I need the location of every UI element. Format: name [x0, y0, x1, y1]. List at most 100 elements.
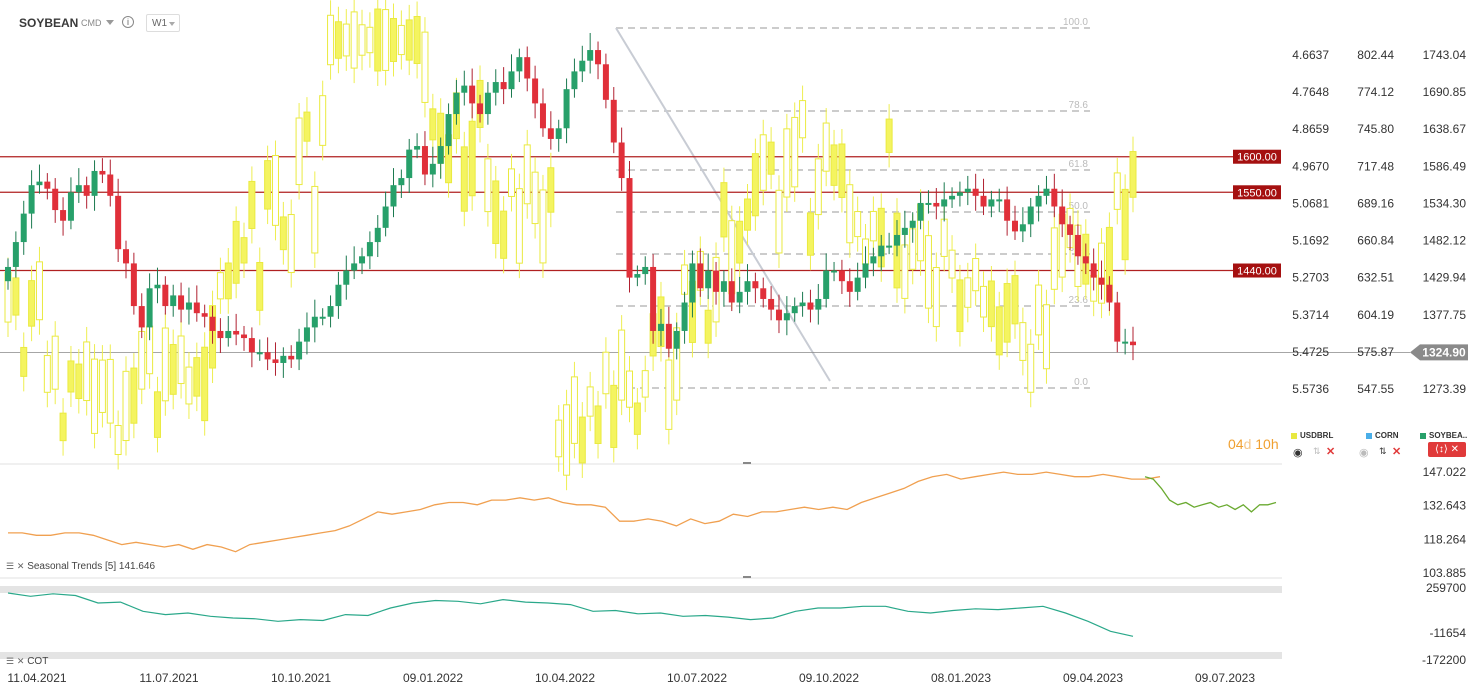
y-axis-tick-label: 1273.39	[1423, 382, 1467, 396]
usdbrl-candle	[995, 306, 1003, 356]
usdbrl-candle	[972, 258, 980, 292]
usdbrl-candle	[382, 9, 390, 71]
usdbrl-candle	[980, 285, 988, 318]
countdown-hours: 10h	[1255, 436, 1279, 452]
usdbrl-candle	[956, 279, 964, 333]
soybean-candle	[665, 323, 672, 349]
sort-icon[interactable]: ⇅	[1313, 446, 1321, 456]
legend-label: SOYBEA..	[1429, 431, 1468, 440]
soybean-candle	[484, 92, 491, 115]
soybean-candle	[524, 57, 531, 79]
soybean-candle	[728, 281, 735, 303]
usdbrl-candle	[1035, 284, 1043, 336]
timeframe-select[interactable]: W1	[146, 14, 180, 32]
soybean-candle	[52, 188, 59, 211]
soybean-candle	[390, 185, 397, 207]
usdbrl-candle	[799, 100, 807, 139]
soybean-candle	[681, 302, 688, 331]
soybean-candle	[288, 355, 295, 360]
soybean-candle	[477, 103, 484, 115]
close-icon[interactable]: ✕	[16, 656, 25, 666]
usdbrl-candle	[751, 153, 759, 217]
fib-level-label: 0.0	[1074, 377, 1088, 388]
soybean-candle	[138, 306, 145, 328]
soybean-candle	[563, 89, 570, 129]
close-icon[interactable]: ✕	[1392, 446, 1402, 458]
usdbrl-candle	[248, 180, 256, 229]
usdbrl-candle	[1019, 322, 1027, 361]
usdbrl-candle	[421, 31, 429, 103]
usdbrl-candle	[271, 155, 279, 226]
soybean-candle	[296, 341, 303, 360]
usdbrl-candle	[594, 405, 602, 444]
soybean-candle	[185, 302, 192, 310]
seasonal-forecast-line	[1144, 476, 1277, 513]
usdbrl-candle	[665, 359, 673, 430]
soybean-candle	[1059, 206, 1066, 225]
soybean-candle	[36, 181, 43, 186]
chart-header: SOYBEAN CMD i W1	[0, 0, 1290, 44]
soybean-candle	[988, 199, 995, 207]
symbol-name[interactable]: SOYBEAN	[19, 16, 79, 30]
soybean-remove-button[interactable]: ⟨↕⟩ ✕	[1428, 442, 1466, 457]
fib-level-label: 23.6	[1069, 295, 1089, 306]
usdbrl-candle	[602, 351, 610, 395]
fib-level-label: 100.0	[1063, 17, 1088, 28]
usdbrl-candle	[885, 118, 893, 153]
cot-line	[7, 592, 1134, 637]
legend-item-soybean[interactable]: SOYBEA..	[1420, 431, 1467, 440]
soybean-candle	[650, 266, 657, 331]
eye-icon[interactable]: ◉	[1293, 447, 1303, 459]
soybean-candle	[783, 313, 790, 321]
usdbrl-candle	[806, 212, 814, 256]
soybean-candle	[555, 128, 562, 139]
usdbrl-candle	[767, 141, 775, 175]
usdbrl-candle	[791, 116, 799, 188]
y-axis-tick-label: 802.44	[1357, 48, 1394, 62]
resize-handle	[743, 462, 751, 464]
legend-item-corn[interactable]: CORN	[1366, 431, 1399, 440]
soybean-candle	[768, 298, 775, 310]
soybean-candle	[225, 330, 232, 339]
y-axis-tick-label: 604.19	[1357, 308, 1394, 322]
soybean-candle	[67, 192, 74, 221]
soybean-candle	[5, 266, 11, 282]
seasonal-y-tick-label: 147.022	[1423, 465, 1467, 479]
corn-color-swatch	[1366, 432, 1372, 439]
soybean-candle	[500, 82, 507, 90]
soybean-candle	[193, 302, 200, 314]
usdbrl-candle	[83, 341, 91, 402]
usdbrl-candle	[185, 366, 193, 405]
usdbrl-candle	[830, 144, 838, 186]
usdbrl-candle	[98, 359, 106, 413]
soybean-candle	[815, 298, 822, 310]
soybean-candle	[83, 185, 90, 196]
close-icon[interactable]: ✕	[16, 561, 25, 571]
level-price-tag	[1233, 263, 1281, 278]
usdbrl-candle	[838, 143, 846, 198]
soybean-candle	[123, 249, 130, 264]
usdbrl-candle	[1027, 343, 1035, 393]
soybean-candle	[870, 256, 877, 264]
menu-icon[interactable]: ☰	[6, 656, 15, 666]
close-icon[interactable]: ✕	[1326, 446, 1336, 458]
level-price-label: 1440.00	[1237, 266, 1277, 278]
chevron-down-icon[interactable]	[106, 20, 114, 25]
usdbrl-candle	[327, 14, 335, 66]
cot-scrollbar	[0, 652, 1282, 659]
soybean-candle	[949, 195, 956, 200]
soybean-candle	[1035, 195, 1042, 207]
usdbrl-candle	[610, 384, 618, 448]
soybean-candle	[1043, 188, 1050, 196]
legend-item-usdbrl[interactable]: USDBRL	[1291, 431, 1333, 440]
soybean-candle	[846, 281, 853, 292]
soybean-candle	[421, 146, 428, 175]
usdbrl-candle	[114, 425, 122, 455]
sort-icon[interactable]: ⇅	[1379, 446, 1387, 456]
menu-icon[interactable]: ☰	[6, 561, 15, 571]
usdbrl-candle	[193, 357, 201, 397]
soybean-candle	[933, 202, 940, 207]
eye-icon[interactable]: ◉	[1359, 447, 1369, 459]
info-icon[interactable]: i	[122, 16, 134, 28]
